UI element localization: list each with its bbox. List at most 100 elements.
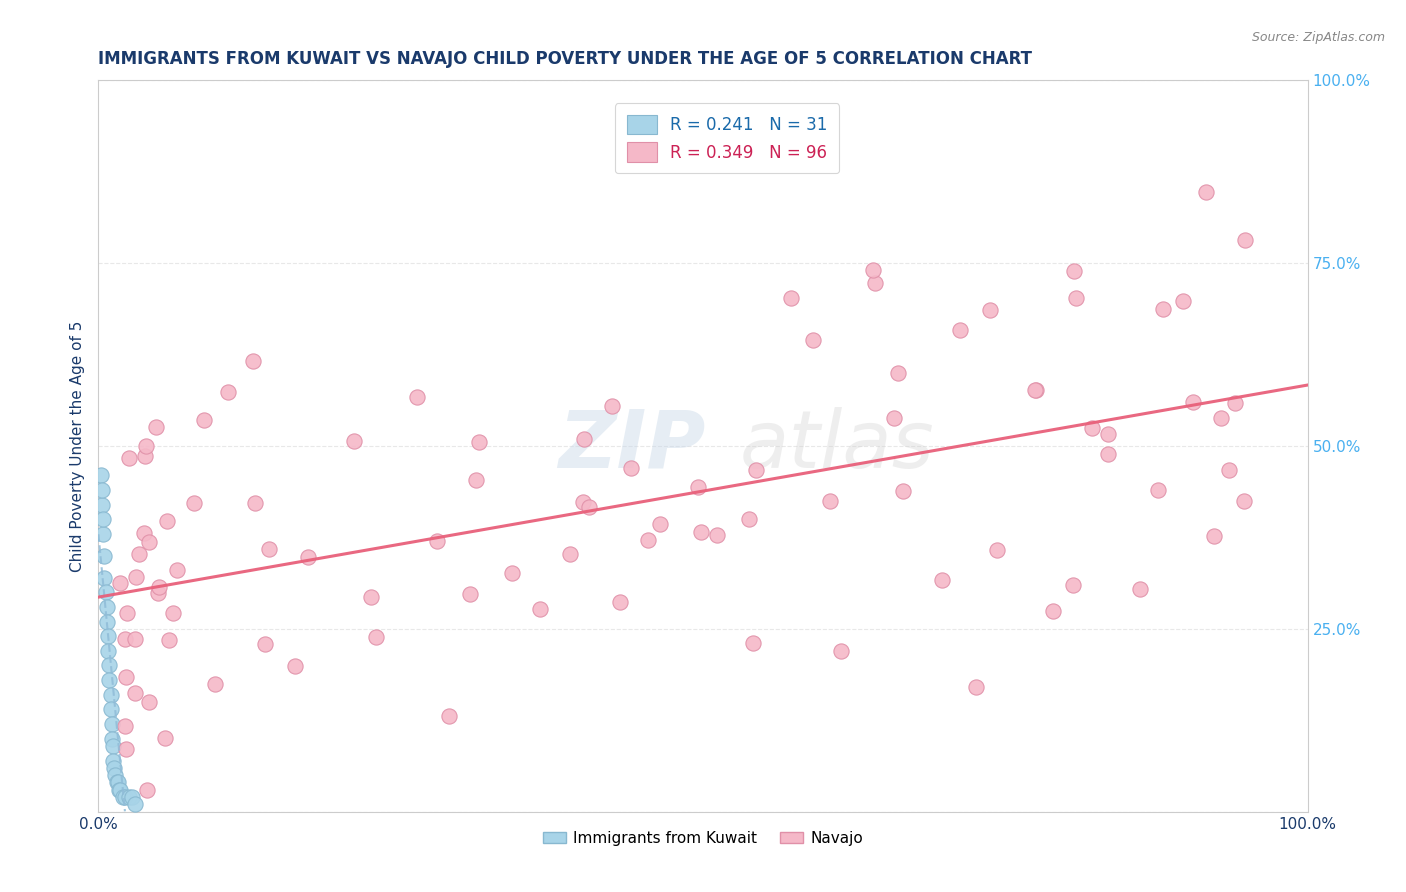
Y-axis label: Child Poverty Under the Age of 5: Child Poverty Under the Age of 5	[70, 320, 86, 572]
Point	[155, 731, 177, 745]
Point	[115, 670, 138, 684]
Point	[114, 719, 136, 733]
Point	[297, 549, 319, 564]
Text: Source: ZipAtlas.com: Source: ZipAtlas.com	[1251, 31, 1385, 45]
Point	[830, 643, 852, 657]
Point	[96, 599, 118, 614]
Point	[578, 500, 600, 514]
Point	[91, 526, 114, 541]
Point	[145, 420, 167, 434]
Point	[100, 731, 122, 746]
Point	[600, 399, 623, 413]
Point	[360, 591, 382, 605]
Point	[1218, 463, 1240, 477]
Point	[124, 570, 146, 584]
Point	[128, 547, 150, 561]
Point	[135, 783, 157, 797]
Point	[94, 585, 117, 599]
Point	[100, 702, 122, 716]
Point	[108, 575, 131, 590]
Point	[217, 385, 239, 400]
Point	[1204, 529, 1226, 543]
Point	[132, 525, 155, 540]
Point	[689, 525, 711, 540]
Point	[124, 797, 146, 812]
Point	[979, 302, 1001, 317]
Point	[98, 658, 121, 673]
Point	[1182, 394, 1205, 409]
Point	[1081, 421, 1104, 435]
Point	[1129, 582, 1152, 597]
Point	[1211, 410, 1233, 425]
Point	[115, 606, 138, 620]
Point	[1152, 301, 1174, 316]
Point	[103, 761, 125, 775]
Point	[114, 790, 136, 805]
Point	[93, 571, 115, 585]
Point	[571, 495, 593, 509]
Point	[156, 514, 179, 528]
Point	[108, 782, 131, 797]
Point	[1233, 494, 1256, 508]
Point	[405, 391, 427, 405]
Point	[1042, 604, 1064, 618]
Point	[1195, 185, 1218, 199]
Point	[124, 632, 146, 646]
Point	[148, 580, 170, 594]
Point	[468, 435, 491, 450]
Point	[91, 498, 114, 512]
Point	[801, 333, 824, 347]
Point	[124, 686, 146, 700]
Point	[883, 411, 905, 425]
Point	[111, 790, 134, 805]
Point	[501, 566, 523, 580]
Point	[193, 413, 215, 427]
Point	[101, 754, 124, 768]
Point	[243, 496, 266, 510]
Point	[138, 695, 160, 709]
Point	[862, 262, 884, 277]
Point	[135, 439, 157, 453]
Point	[146, 586, 169, 600]
Point	[121, 790, 143, 805]
Point	[931, 573, 953, 587]
Point	[1024, 383, 1046, 397]
Point	[426, 534, 449, 549]
Point	[738, 512, 761, 526]
Point	[97, 629, 120, 643]
Point	[118, 790, 141, 805]
Point	[183, 496, 205, 510]
Point	[891, 483, 914, 498]
Point	[780, 291, 803, 305]
Legend: Immigrants from Kuwait, Navajo: Immigrants from Kuwait, Navajo	[537, 824, 869, 852]
Point	[90, 468, 112, 483]
Point	[204, 677, 226, 691]
Point	[650, 516, 672, 531]
Point	[157, 632, 180, 647]
Point	[965, 680, 987, 694]
Point	[1097, 447, 1119, 461]
Point	[259, 542, 281, 557]
Point	[529, 602, 551, 616]
Point	[609, 595, 631, 609]
Point	[114, 632, 136, 647]
Point	[741, 635, 763, 649]
Point	[364, 631, 387, 645]
Point	[284, 658, 307, 673]
Point	[688, 480, 710, 494]
Point	[108, 782, 131, 797]
Point	[100, 688, 122, 702]
Point	[107, 775, 129, 789]
Point	[1147, 483, 1170, 497]
Point	[465, 473, 488, 487]
Point	[242, 353, 264, 368]
Point	[91, 512, 114, 526]
Text: atlas: atlas	[740, 407, 934, 485]
Point	[100, 717, 122, 731]
Point	[949, 323, 972, 337]
Point	[343, 434, 366, 448]
Point	[745, 463, 768, 477]
Point	[166, 563, 188, 577]
Text: ZIP: ZIP	[558, 407, 706, 485]
Point	[560, 547, 582, 561]
